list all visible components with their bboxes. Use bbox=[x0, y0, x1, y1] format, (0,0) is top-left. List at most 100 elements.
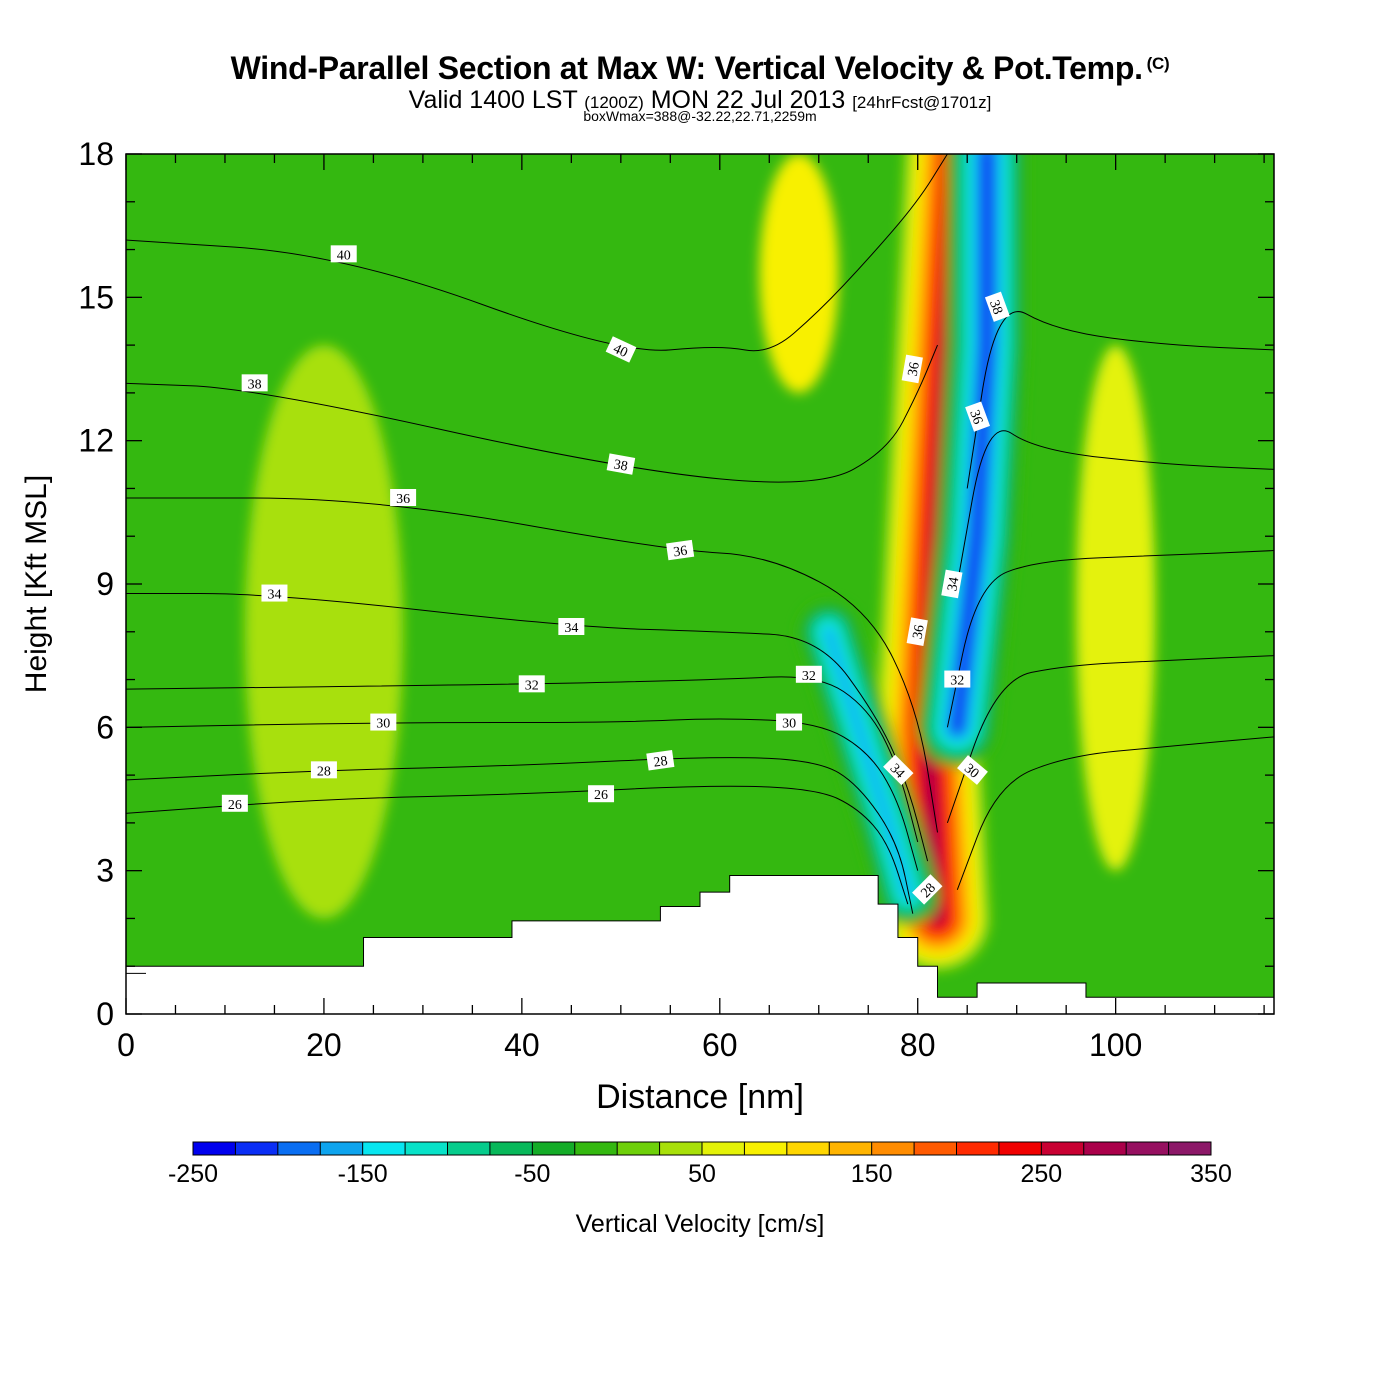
contour-label-text: 34 bbox=[945, 576, 962, 592]
y-tick-label: 18 bbox=[78, 136, 114, 172]
contour-label: 32 bbox=[518, 675, 545, 693]
contour-label: 36 bbox=[901, 354, 923, 384]
contour-label-text: 36 bbox=[672, 544, 688, 561]
contour-label-text: 34 bbox=[267, 588, 281, 603]
colorbar-swatch bbox=[362, 1142, 406, 1155]
contour-label-text: 36 bbox=[396, 492, 410, 507]
contour-label: 38 bbox=[241, 374, 268, 392]
contour-label: 36 bbox=[906, 617, 928, 646]
colorbar-swatch bbox=[1168, 1142, 1212, 1155]
contour-label: 26 bbox=[221, 794, 248, 813]
forecast-info: [24hrFcst@1701z] bbox=[852, 93, 992, 112]
chart-subtitle: boxWmax=388@-32.22,22.71,2259m bbox=[583, 108, 817, 124]
valid-prefix: Valid 1400 LST bbox=[408, 86, 578, 114]
contour-label-text: 38 bbox=[612, 457, 628, 474]
contour-label-text: 36 bbox=[966, 408, 985, 426]
contour-label-text: 40 bbox=[337, 248, 351, 263]
colorbar-swatch bbox=[744, 1142, 788, 1155]
colorbar-swatch bbox=[320, 1142, 364, 1155]
contour-label: 28 bbox=[646, 750, 675, 771]
contour-label-text: 30 bbox=[782, 717, 796, 732]
contour-label-text: 30 bbox=[376, 717, 390, 732]
colorbar-swatch bbox=[405, 1142, 448, 1155]
y-tick-label: 12 bbox=[78, 423, 114, 459]
colorbar-swatch bbox=[914, 1142, 957, 1155]
y-tick-label: 3 bbox=[96, 853, 114, 889]
colorbar-swatch bbox=[871, 1142, 915, 1155]
colorbar-swatch bbox=[193, 1142, 236, 1155]
field-feature-1 bbox=[917, 154, 1027, 768]
colorbar-swatch bbox=[659, 1142, 703, 1155]
terrain-mask bbox=[125, 874, 1275, 1015]
contour-label: 32 bbox=[944, 670, 971, 689]
contour-label-text: 40 bbox=[611, 341, 630, 361]
colorbar-swatch bbox=[532, 1142, 576, 1155]
theta-contour-28-1 bbox=[126, 757, 914, 914]
colorbar-swatch bbox=[956, 1142, 1000, 1155]
contour-label: 30 bbox=[370, 713, 397, 732]
contour-label: 36 bbox=[390, 489, 417, 507]
colorbar-frame bbox=[192, 1141, 1212, 1156]
y-tick-label: 9 bbox=[96, 566, 114, 602]
contour-label: 38 bbox=[606, 453, 636, 475]
colorbar-label: Vertical Velocity [cm/s] bbox=[576, 1210, 825, 1238]
colorbar-swatch bbox=[829, 1142, 873, 1155]
colorbar-tick-label: 250 bbox=[1020, 1160, 1062, 1188]
contour-label: 30 bbox=[776, 713, 803, 732]
x-tick-label: 80 bbox=[900, 1027, 936, 1063]
x-tick-label: 20 bbox=[306, 1027, 342, 1063]
contour-label-text: 36 bbox=[906, 361, 923, 377]
theta-contour-36-11 bbox=[956, 430, 1274, 585]
theta-contour-32-3 bbox=[126, 676, 919, 843]
theta-contour-32-9 bbox=[946, 655, 1274, 824]
contour-label-text: 26 bbox=[594, 788, 608, 803]
contour-label: 34 bbox=[261, 584, 288, 603]
y-tick-label: 15 bbox=[78, 279, 114, 315]
contour-label: 34 bbox=[941, 569, 963, 599]
chart-title-text: Wind-Parallel Section at Max W: Vertical… bbox=[230, 50, 1143, 86]
contour-label-text: 32 bbox=[802, 669, 816, 684]
contour-label: 28 bbox=[310, 761, 337, 779]
colorbar-tick-label: -50 bbox=[514, 1160, 550, 1188]
chart-title: Wind-Parallel Section at Max W: Vertical… bbox=[0, 50, 1400, 87]
valid-time: Valid 1400 LST (1200Z) MON 22 Jul 2013 [… bbox=[0, 86, 1400, 115]
contour-label-text: 26 bbox=[228, 798, 242, 813]
theta-contour-30-2 bbox=[126, 718, 919, 871]
contour-label: 40 bbox=[605, 336, 637, 363]
colorbar-swatch bbox=[702, 1142, 745, 1155]
colorbar-swatch bbox=[786, 1142, 830, 1155]
colorbar-tick-label: 50 bbox=[688, 1160, 716, 1188]
valid-utc: (1200Z) bbox=[584, 93, 644, 112]
contour-label-text: 28 bbox=[653, 754, 669, 771]
contour-label: 38 bbox=[984, 291, 1010, 322]
x-tick-label: 40 bbox=[504, 1027, 540, 1063]
theta-contour-38-6 bbox=[126, 344, 938, 483]
x-tick-label: 60 bbox=[702, 1027, 738, 1063]
contour-label: 26 bbox=[588, 785, 615, 803]
contour-label: 36 bbox=[666, 539, 695, 561]
theta-contour-26-0 bbox=[126, 785, 909, 905]
contour-label: 34 bbox=[558, 618, 585, 636]
y-tick-label: 6 bbox=[96, 709, 114, 745]
contour-label: 36 bbox=[965, 401, 991, 432]
field-feature-3 bbox=[244, 345, 404, 919]
contour-label-text: 34 bbox=[564, 621, 578, 636]
contour-label: 40 bbox=[330, 245, 357, 263]
colorbar-swatch bbox=[1126, 1142, 1170, 1155]
field-feature-4 bbox=[759, 154, 839, 393]
contour-label: 32 bbox=[795, 665, 822, 684]
y-axis-label: Height [Kft MSL] bbox=[20, 475, 53, 693]
x-tick-label: 100 bbox=[1089, 1027, 1142, 1063]
colorbar-swatch bbox=[1083, 1142, 1127, 1155]
y-tick-label: 0 bbox=[96, 996, 114, 1032]
velocity-field bbox=[126, 154, 1274, 1014]
contour-label: 34 bbox=[883, 754, 914, 786]
colorbar-swatch bbox=[235, 1142, 279, 1155]
valid-date: MON 22 Jul 2013 bbox=[650, 86, 846, 114]
colorbar-swatch bbox=[447, 1142, 491, 1155]
colorbar-tick-label: 350 bbox=[1190, 1160, 1232, 1188]
colorbar-swatch bbox=[574, 1142, 618, 1155]
contour-label-text: 38 bbox=[248, 377, 262, 392]
theta-contour-30-8 bbox=[956, 736, 1274, 890]
